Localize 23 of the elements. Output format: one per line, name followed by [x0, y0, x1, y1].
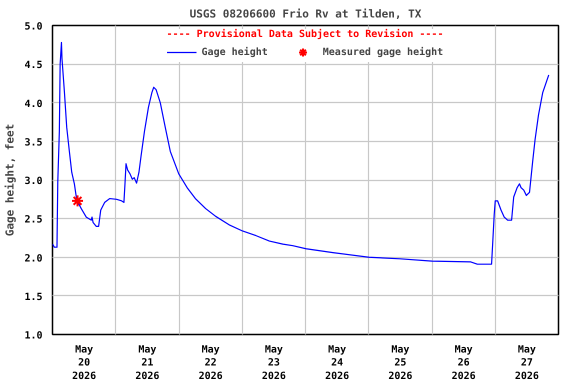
y-tick-label: 4.5: [24, 60, 42, 72]
x-tick-label: May 24 2026: [325, 344, 350, 382]
annotation: ---- Provisional Data Subject to Revision ----: [166, 29, 444, 40]
x-tick-label: May 25 2026: [388, 344, 412, 382]
x-tick-label: May 26 2026: [452, 344, 476, 382]
legend-label: Measured gage height: [322, 46, 444, 58]
y-tick-label: 1.5: [24, 292, 42, 303]
x-tick-label: May 20 2026: [72, 344, 96, 382]
y-tick-label: 1.0: [24, 330, 42, 342]
legend-label: Gage height: [202, 46, 268, 58]
y-tick-label: 2.0: [24, 253, 42, 264]
y-tick-label: 2.5: [24, 214, 42, 226]
y-tick-label: 5.0: [24, 22, 42, 32]
chart-title: USGS 08206600 Frio Rv at Tilden, TX: [190, 8, 422, 20]
y-tick-label: 4.0: [24, 98, 42, 110]
x-tick-label: May 22 2026: [198, 344, 223, 382]
line-series: [52, 42, 550, 265]
y-tick-label: 3.0: [24, 176, 42, 187]
x-tick-label: May 23 2026: [262, 344, 286, 382]
y-axis-title: Gage height, feet: [3, 124, 16, 236]
x-tick-label: May 21 2026: [135, 344, 160, 382]
y-tick-label: 3.5: [24, 137, 42, 148]
x-tick-label: May 27 2026: [514, 344, 539, 382]
